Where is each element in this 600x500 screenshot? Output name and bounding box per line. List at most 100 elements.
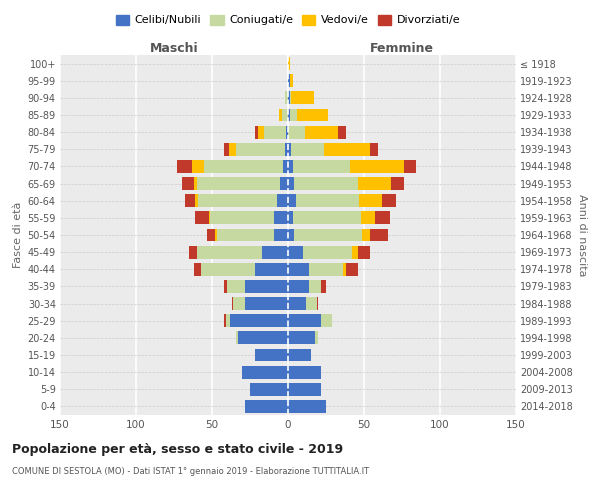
Bar: [352, 246, 358, 258]
Bar: [195, 194, 199, 207]
Bar: [224, 143, 229, 156]
Bar: [245, 297, 288, 310]
Bar: [290, 92, 291, 104]
Bar: [288, 126, 305, 138]
Bar: [296, 194, 359, 207]
Bar: [197, 177, 280, 190]
Bar: [288, 383, 322, 396]
Bar: [288, 314, 322, 327]
Bar: [279, 108, 282, 122]
Bar: [199, 194, 277, 207]
Bar: [293, 212, 361, 224]
Bar: [282, 108, 288, 122]
Bar: [359, 194, 382, 207]
Bar: [224, 280, 227, 293]
Bar: [208, 228, 215, 241]
Bar: [294, 177, 358, 190]
Bar: [288, 108, 290, 122]
Bar: [257, 126, 263, 138]
Bar: [280, 177, 288, 190]
Bar: [245, 400, 288, 413]
Bar: [227, 280, 245, 293]
Bar: [254, 263, 288, 276]
Bar: [303, 246, 352, 258]
Bar: [224, 314, 226, 327]
Bar: [294, 228, 362, 241]
Bar: [230, 314, 288, 327]
Bar: [322, 314, 332, 327]
Bar: [288, 263, 309, 276]
Bar: [277, 194, 288, 207]
Bar: [309, 263, 343, 276]
Bar: [236, 332, 238, 344]
Bar: [262, 246, 288, 258]
Bar: [189, 246, 197, 258]
Bar: [291, 143, 325, 156]
Bar: [362, 228, 370, 241]
Bar: [374, 212, 390, 224]
Legend: Celibi/Nubili, Coniugati/e, Vedovi/e, Divorziati/e: Celibi/Nubili, Coniugati/e, Vedovi/e, Di…: [112, 10, 464, 30]
Bar: [288, 366, 322, 378]
Bar: [233, 297, 245, 310]
Bar: [177, 160, 192, 173]
Bar: [285, 92, 288, 104]
Bar: [317, 297, 319, 310]
Bar: [404, 160, 416, 173]
Bar: [288, 246, 303, 258]
Bar: [205, 160, 283, 173]
Bar: [370, 143, 377, 156]
Bar: [358, 246, 370, 258]
Bar: [197, 246, 262, 258]
Text: Maschi: Maschi: [149, 42, 199, 55]
Bar: [274, 212, 288, 224]
Bar: [217, 228, 274, 241]
Bar: [288, 212, 293, 224]
Bar: [288, 177, 294, 190]
Bar: [215, 228, 217, 241]
Bar: [211, 212, 274, 224]
Bar: [238, 332, 288, 344]
Bar: [288, 57, 290, 70]
Bar: [202, 263, 254, 276]
Bar: [391, 177, 404, 190]
Bar: [288, 280, 309, 293]
Bar: [288, 194, 296, 207]
Bar: [254, 126, 257, 138]
Bar: [370, 228, 388, 241]
Bar: [232, 297, 233, 310]
Text: Popolazione per età, sesso e stato civile - 2019: Popolazione per età, sesso e stato civil…: [12, 442, 343, 456]
Bar: [263, 126, 286, 138]
Bar: [226, 314, 230, 327]
Bar: [288, 332, 316, 344]
Bar: [288, 297, 306, 310]
Bar: [194, 263, 202, 276]
Bar: [288, 348, 311, 362]
Bar: [209, 212, 211, 224]
Bar: [242, 366, 288, 378]
Bar: [290, 74, 293, 87]
Bar: [316, 332, 319, 344]
Bar: [382, 194, 396, 207]
Bar: [361, 212, 374, 224]
Bar: [254, 348, 288, 362]
Bar: [288, 400, 326, 413]
Bar: [343, 263, 346, 276]
Bar: [245, 280, 288, 293]
Bar: [338, 126, 346, 138]
Bar: [293, 160, 350, 173]
Bar: [229, 143, 236, 156]
Bar: [288, 143, 291, 156]
Text: COMUNE DI SESTOLA (MO) - Dati ISTAT 1° gennaio 2019 - Elaborazione TUTTITALIA.IT: COMUNE DI SESTOLA (MO) - Dati ISTAT 1° g…: [12, 468, 369, 476]
Bar: [350, 160, 404, 173]
Y-axis label: Anni di nascita: Anni di nascita: [577, 194, 587, 276]
Bar: [309, 280, 322, 293]
Bar: [182, 177, 194, 190]
Bar: [305, 126, 338, 138]
Bar: [291, 92, 314, 104]
Bar: [297, 108, 328, 122]
Text: Femmine: Femmine: [370, 42, 434, 55]
Bar: [194, 177, 197, 190]
Bar: [283, 160, 288, 173]
Y-axis label: Fasce di età: Fasce di età: [13, 202, 23, 268]
Bar: [290, 108, 297, 122]
